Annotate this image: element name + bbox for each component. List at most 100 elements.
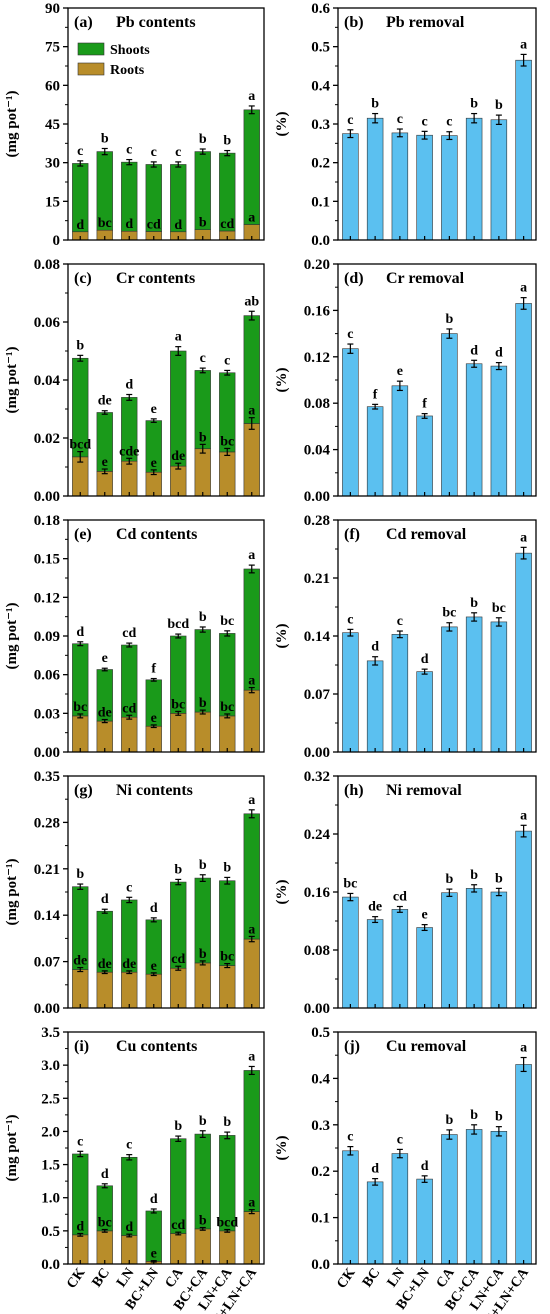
- bar-roots: [72, 715, 89, 753]
- significance-letter: d: [495, 346, 503, 361]
- y-tick-label: 0.5: [311, 1025, 330, 1041]
- bar-removal: [515, 830, 532, 1009]
- y-tick-label: 0.06: [34, 668, 61, 684]
- significance-letter-roots: de: [122, 957, 136, 972]
- bar-removal: [465, 616, 483, 753]
- x-tick-label: CK: [334, 1266, 358, 1292]
- significance-letter-shoots: b: [174, 1119, 182, 1134]
- significance-letter-shoots: a: [175, 330, 182, 345]
- significance-letter-shoots: e: [102, 651, 108, 666]
- bar-removal: [416, 671, 433, 753]
- significance-letter-shoots: a: [248, 1049, 255, 1064]
- significance-letter: b: [445, 872, 453, 887]
- plot-frame: [67, 263, 265, 497]
- y-tick-label: 0.06: [34, 315, 61, 331]
- significance-letter: a: [520, 1041, 527, 1056]
- chart-title: Cd removal: [386, 526, 467, 543]
- significance-letter-roots: cd: [147, 217, 161, 232]
- x-tick-label: BC: [90, 1266, 113, 1291]
- y-tick-label: 0.00: [34, 1001, 60, 1017]
- bar-roots: [96, 1230, 113, 1265]
- y-tick-label: 0.07: [304, 687, 331, 703]
- significance-letter-roots: a: [248, 404, 255, 419]
- y-tick-label: 30: [45, 156, 60, 172]
- bar-removal: [465, 1129, 483, 1265]
- bar-shoots: [243, 109, 260, 225]
- y-tick-label: 0.32: [304, 769, 330, 785]
- significance-letter: b: [470, 97, 478, 112]
- significance-letter: f: [373, 387, 378, 402]
- y-tick-label: 1.5: [41, 1158, 60, 1174]
- bar-removal: [391, 909, 409, 1009]
- y-tick-label: 0.24: [304, 827, 331, 843]
- significance-letter-roots: bc: [98, 1216, 112, 1231]
- panel-label: (b): [344, 14, 364, 31]
- bar-removal: [416, 1178, 433, 1265]
- significance-letter-shoots: c: [224, 353, 230, 368]
- x-tick-label: BC: [360, 1266, 383, 1291]
- significance-letter-roots: a: [248, 1196, 255, 1211]
- bar-removal: [490, 621, 508, 753]
- y-tick-label: 0.08: [304, 943, 330, 959]
- y-tick-label: 0.14: [304, 629, 331, 645]
- panel-label: (d): [344, 270, 364, 287]
- significance-letter-shoots: d: [76, 625, 84, 640]
- plot-frame: [67, 519, 265, 753]
- bar-removal: [366, 919, 384, 1009]
- significance-letter-roots: cd: [171, 952, 185, 967]
- y-tick-label: 0.09: [34, 629, 60, 645]
- significance-letter-shoots: cd: [122, 626, 136, 641]
- significance-letter-shoots: d: [125, 378, 133, 393]
- panel-e: 0.00 0.03 0.06 0.09 0.12 0.15 0.18 (mg pot⁻¹) d b…: [4, 513, 265, 761]
- panel-label: (c): [74, 270, 92, 287]
- y-tick-label: 0.07: [34, 955, 61, 971]
- bar-removal: [342, 348, 359, 497]
- significance-letter-roots: b: [199, 1214, 207, 1229]
- significance-letter-roots: b: [199, 430, 207, 445]
- significance-letter: d: [371, 1162, 379, 1177]
- bar-removal: [342, 632, 359, 753]
- significance-letter: c: [422, 114, 428, 129]
- significance-letter-shoots: b: [199, 132, 207, 147]
- significance-letter-shoots: d: [150, 1192, 158, 1207]
- significance-letter: a: [520, 281, 527, 296]
- panel-b: 0.0 0.1 0.2 0.3 0.4 0.5 0.6 (%) c b c c c b b a (b) Pb re…: [274, 1, 537, 249]
- y-axis-label: (%): [274, 1136, 290, 1161]
- significance-letter-shoots: c: [126, 880, 132, 895]
- bar-removal: [441, 333, 458, 497]
- y-axis-label: (mg pot⁻¹): [4, 603, 20, 670]
- bar-roots: [194, 1228, 211, 1265]
- plot-frame: [67, 7, 265, 241]
- significance-letter-shoots: b: [101, 131, 109, 146]
- bar-roots: [121, 716, 138, 753]
- significance-letter-shoots: c: [200, 351, 206, 366]
- legend-swatch: [77, 42, 105, 56]
- y-tick-label: 0.00: [34, 745, 60, 761]
- significance-letter: d: [421, 652, 429, 667]
- y-tick-label: 0.6: [311, 1, 330, 17]
- significance-letter-roots: bc: [220, 434, 234, 449]
- plot-frame: [337, 263, 537, 497]
- y-tick-label: 0.03: [34, 706, 60, 722]
- y-tick-label: 0.1: [311, 1211, 330, 1227]
- panel-label: (a): [74, 14, 93, 31]
- significance-letter-roots: a: [248, 674, 255, 689]
- significance-letter: b: [470, 1108, 478, 1123]
- significance-letter-roots: d: [76, 1220, 84, 1235]
- significance-letter-shoots: b: [199, 610, 207, 625]
- significance-letter-roots: bc: [98, 216, 112, 231]
- significance-letter: d: [421, 1159, 429, 1174]
- bar-removal: [391, 1153, 409, 1265]
- bar-roots: [219, 451, 236, 497]
- panel-f: 0.00 0.07 0.14 0.21 0.28 (%) c d c d bcb bc a (f) Cd r…: [274, 513, 537, 761]
- significance-letter-roots: e: [151, 959, 157, 974]
- y-tick-label: 0.0: [311, 1257, 330, 1273]
- panel-label: (h): [344, 782, 364, 799]
- significance-letter: d: [470, 343, 478, 358]
- y-tick-label: 45: [45, 117, 60, 133]
- significance-letter: c: [347, 612, 353, 627]
- y-axis-label: (mg pot⁻¹): [4, 347, 20, 414]
- significance-letter-shoots: b: [223, 1115, 231, 1130]
- significance-letter-shoots: d: [101, 1167, 109, 1182]
